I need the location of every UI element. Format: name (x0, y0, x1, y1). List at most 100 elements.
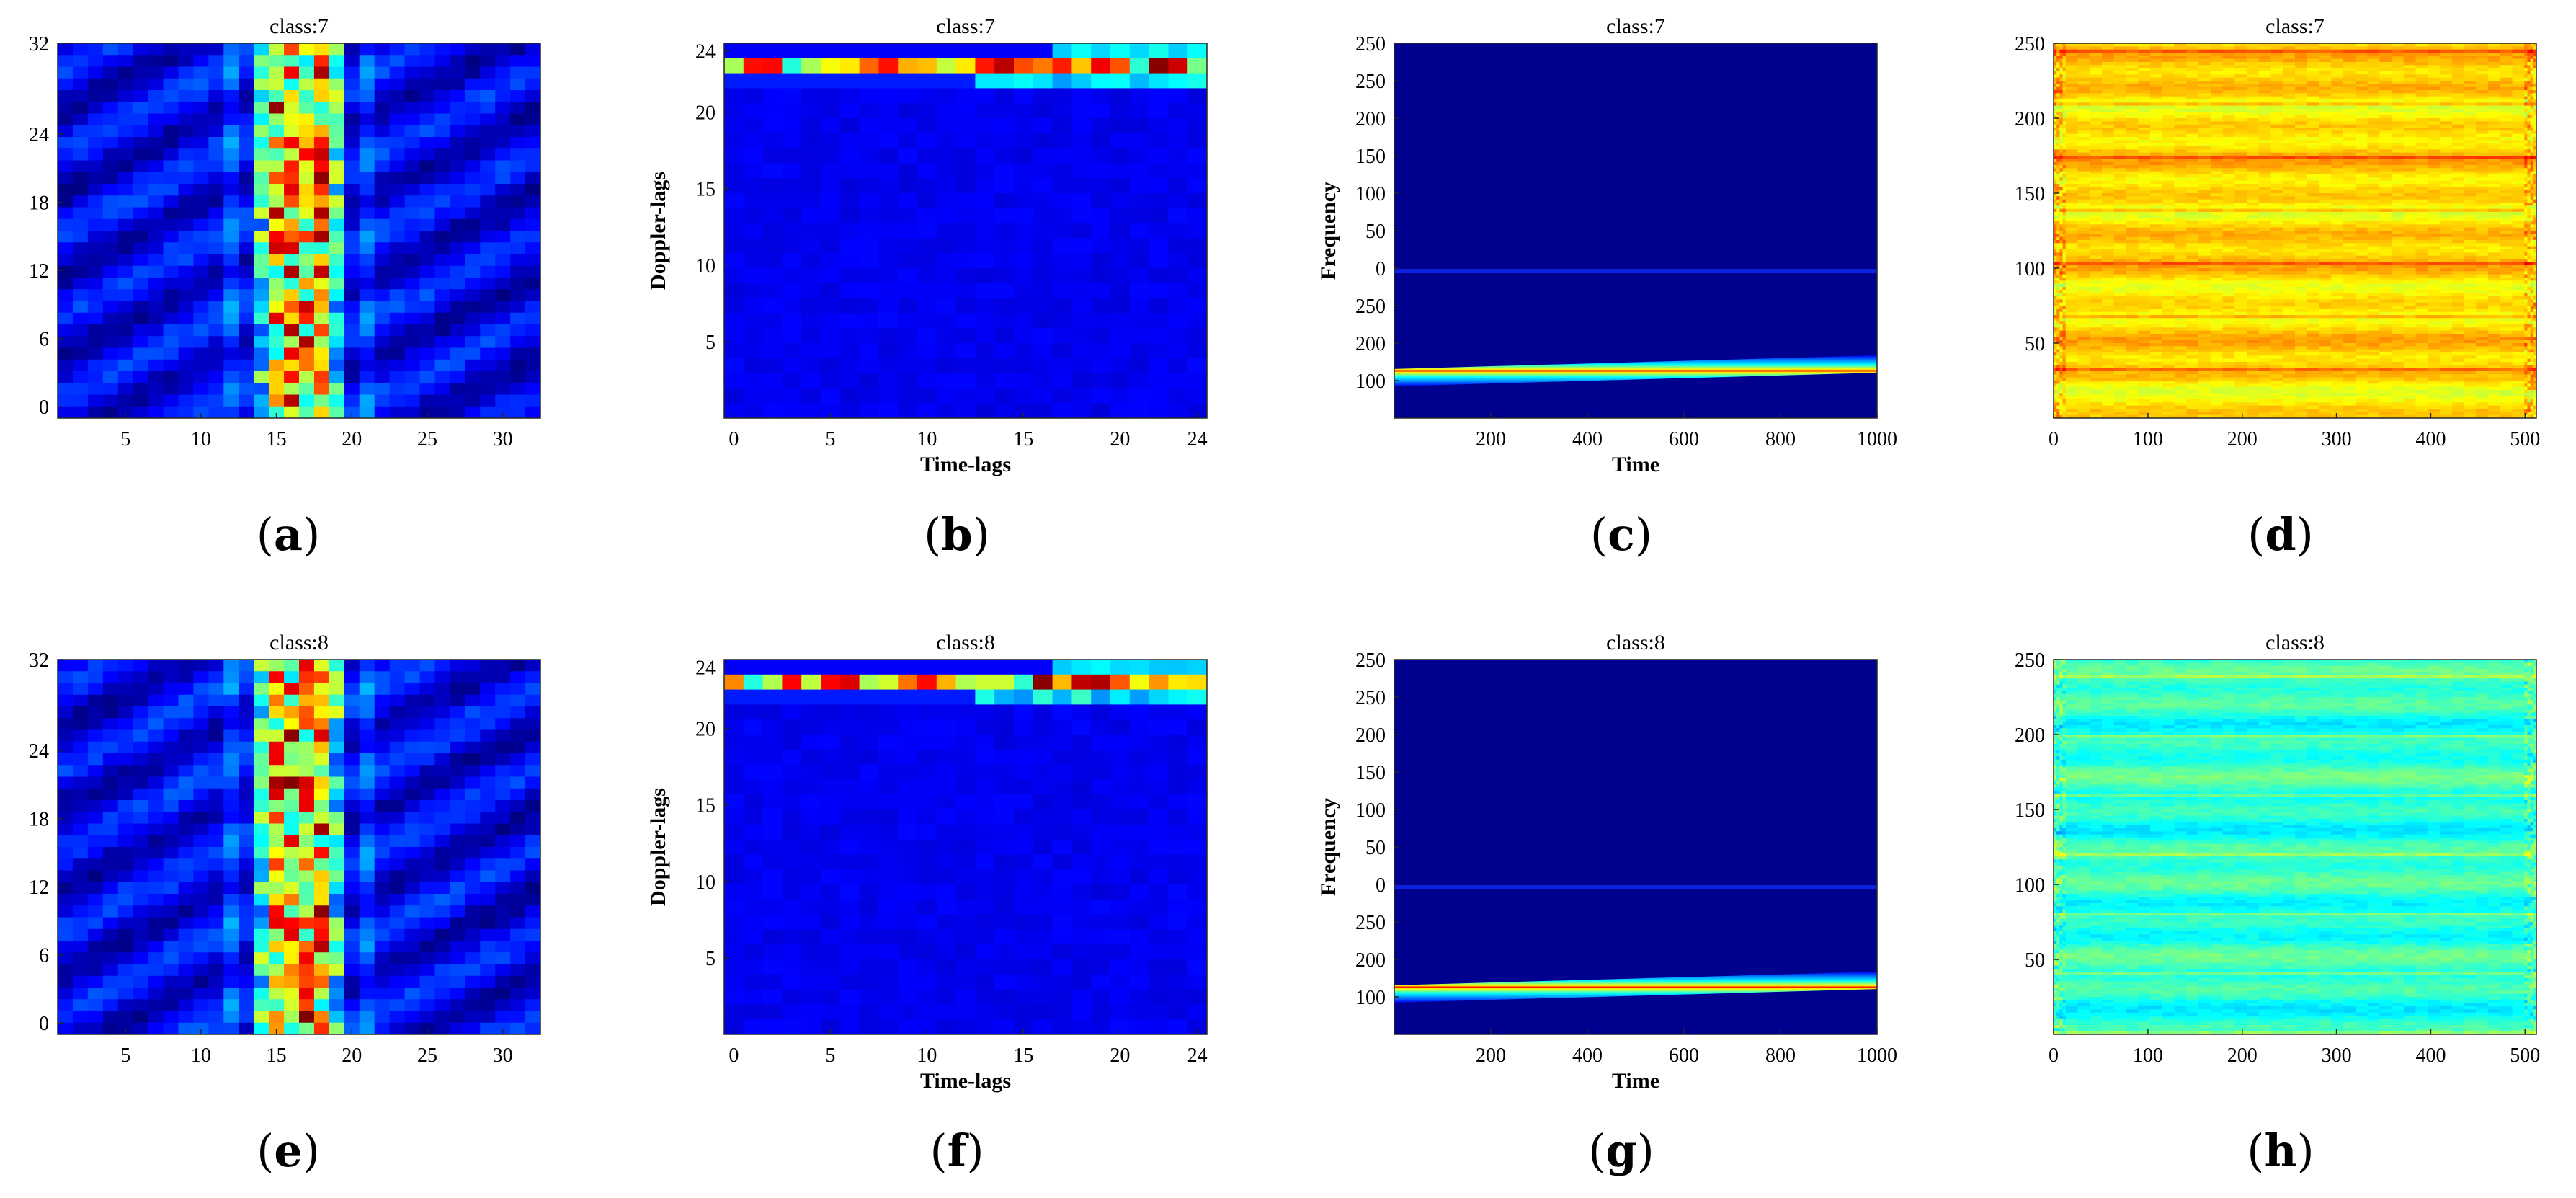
heatmap-cell (2183, 65, 2187, 69)
heatmap-cell (2258, 102, 2263, 107)
heatmap-cell (2425, 93, 2428, 97)
heatmap-cell (87, 113, 104, 126)
heatmap-cell (2126, 49, 2130, 53)
heatmap-cell (2144, 102, 2148, 107)
heatmap-cell (898, 253, 918, 269)
heatmap-cell (2108, 71, 2112, 75)
heatmap-cell (389, 90, 406, 102)
heatmap-cell (801, 223, 821, 239)
heatmap-cell (2234, 93, 2238, 97)
heatmap-cell (329, 242, 345, 255)
heatmap-cell (2403, 43, 2407, 47)
heatmap-cell (434, 125, 450, 138)
heatmap-cell (2301, 56, 2305, 60)
heatmap-cell (2288, 86, 2293, 91)
heatmap-cell (2165, 74, 2169, 79)
heatmap-cell (2090, 102, 2093, 107)
heatmap-cell (2240, 84, 2245, 88)
heatmap-cell (374, 90, 391, 102)
heatmap-cell (2171, 81, 2175, 84)
heatmap-cell (2316, 56, 2319, 60)
heatmap-cell (2247, 62, 2250, 66)
heatmap-cell (2361, 74, 2365, 79)
heatmap-cell (801, 403, 821, 418)
heatmap-cell (1168, 58, 1188, 74)
heatmap-cell (2322, 77, 2326, 81)
heatmap-cell (917, 358, 937, 374)
heatmap-cell (2180, 62, 2184, 66)
heatmap-cell (2334, 93, 2338, 97)
heatmap-cell (404, 218, 421, 231)
heatmap-cell (2183, 84, 2187, 88)
heatmap-cell (2150, 99, 2154, 103)
heatmap-cell (2270, 46, 2275, 50)
heatmap-cell (2291, 53, 2296, 56)
heatmap-cell (2309, 84, 2314, 88)
heatmap-cell (299, 324, 315, 337)
heatmap-cell (2250, 77, 2253, 81)
heatmap-cell (2065, 77, 2069, 81)
heatmap-cell (2506, 46, 2510, 50)
heatmap-cell (359, 347, 375, 360)
heatmap-cell (2364, 81, 2368, 84)
heatmap-cell (374, 254, 391, 267)
heatmap-cell (2464, 46, 2468, 50)
heatmap-cell (2126, 58, 2130, 63)
heatmap-cell (724, 133, 744, 149)
heatmap-cell (284, 90, 300, 102)
heatmap-cell (2316, 84, 2319, 88)
heatmap-cell (975, 178, 995, 194)
heatmap-cell (2352, 74, 2356, 79)
heatmap-cell (87, 102, 104, 115)
heatmap-cell (72, 78, 89, 91)
heatmap-cell (299, 383, 315, 396)
x-tick-label: 24 (1187, 428, 1208, 451)
heatmap-cell (2451, 46, 2456, 50)
heatmap-cell (2466, 93, 2471, 97)
heatmap-cell (2410, 62, 2413, 66)
heatmap-cell (724, 103, 744, 119)
heatmap-cell (2503, 99, 2507, 103)
heatmap-cell (2195, 58, 2199, 63)
heatmap-cell (2313, 99, 2317, 103)
heatmap-cell (2095, 65, 2100, 69)
heatmap-cell (2430, 81, 2435, 84)
heatmap-cell (2313, 53, 2317, 56)
heatmap-cell (2304, 90, 2308, 94)
heatmap-cell (1033, 88, 1053, 104)
heatmap-cell (1052, 343, 1072, 359)
heatmap-cell (404, 242, 421, 255)
heatmap-cell (2410, 81, 2413, 84)
heatmap-cell (193, 371, 209, 383)
heatmap-cell (2388, 62, 2392, 66)
heatmap-cell (2382, 96, 2386, 100)
heatmap-cell (2418, 46, 2423, 50)
heatmap-cell (2373, 77, 2377, 81)
heatmap-cell (2243, 74, 2247, 79)
heatmap-cell (2358, 43, 2362, 47)
heatmap-cell (2331, 102, 2335, 107)
heatmap-cell (2355, 58, 2359, 63)
heatmap-cell (917, 298, 937, 314)
heatmap-cell (480, 184, 496, 196)
heatmap-cell (2054, 93, 2057, 97)
heatmap-cell (1187, 103, 1207, 119)
heatmap-cell (1014, 298, 1034, 314)
heatmap-cell (2313, 93, 2317, 97)
heatmap-cell (450, 113, 465, 126)
heatmap-cell (2108, 99, 2112, 103)
heatmap-cell (743, 88, 764, 104)
heatmap-cell (1129, 373, 1150, 389)
heatmap-cell (2476, 77, 2479, 81)
heatmap-cell (2454, 49, 2459, 53)
heatmap-cell (2095, 46, 2100, 50)
heatmap-cell (2129, 65, 2133, 69)
heatmap-cell (2358, 93, 2362, 97)
heatmap-cell (2430, 49, 2435, 53)
heatmap-cell (2065, 99, 2069, 103)
heatmap-cell (2183, 86, 2187, 91)
heatmap-cell (821, 58, 841, 74)
heatmap-cell (936, 163, 957, 179)
heatmap-cell (2147, 62, 2151, 66)
